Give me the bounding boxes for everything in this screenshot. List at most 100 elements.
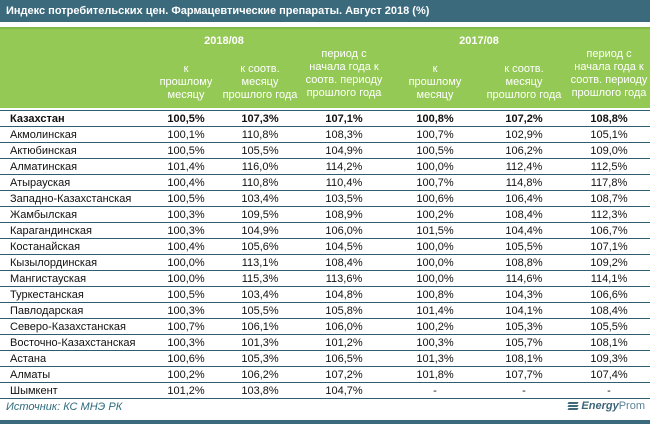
value-2017-to-same-month: - <box>480 382 568 399</box>
value-2017-to-same-month: 114,8% <box>480 174 568 191</box>
region-name: Кызылординская <box>0 254 150 271</box>
value-2018-period: 114,2% <box>298 158 390 175</box>
value-2017-period: 105,5% <box>568 318 650 335</box>
table-row: Мангистауская 100,0% 115,3% 113,6% 100,0… <box>0 270 650 287</box>
value-2018-to-prev-month: 100,3% <box>150 222 222 239</box>
value-2017-period: 112,5% <box>568 158 650 175</box>
table-body: Казахстан 100,5% 107,3% 107,1% 100,8% 10… <box>0 110 650 399</box>
value-2017-to-same-month: 102,9% <box>480 126 568 143</box>
column-header-to-prev-month-2017: к прошлому месяцу <box>408 63 462 101</box>
value-2017-to-prev-month: 100,5% <box>390 142 480 159</box>
value-2018-to-prev-month: 100,1% <box>150 126 222 143</box>
value-2018-to-prev-month: 100,7% <box>150 318 222 335</box>
value-2018-to-same-month: 110,8% <box>222 174 298 191</box>
value-2017-period: 106,6% <box>568 286 650 303</box>
region-name: Алматы <box>0 366 150 383</box>
value-2018-to-same-month: 105,6% <box>222 238 298 255</box>
value-2018-to-same-month: 103,4% <box>222 286 298 303</box>
table-row: Алматинская 101,4% 116,0% 114,2% 100,0% … <box>0 158 650 175</box>
logo-text-prom: Prom <box>618 400 645 412</box>
table-row: Карагандинская 100,3% 104,9% 106,0% 101,… <box>0 222 650 239</box>
value-2018-to-prev-month: 100,0% <box>150 254 222 271</box>
value-2018-period: 104,5% <box>298 238 390 255</box>
column-header-to-prev-month-2018: к прошлому месяцу <box>159 63 213 101</box>
page-title: Индекс потребительских цен. Фармацевтиче… <box>0 0 650 22</box>
value-2017-to-prev-month: 100,2% <box>390 206 480 223</box>
region-name: Акмолинская <box>0 126 150 143</box>
value-2017-to-prev-month: 100,3% <box>390 334 480 351</box>
column-header-period-2017: период с начала года к соотв. периоду пр… <box>570 47 648 99</box>
value-2017-to-same-month: 107,2% <box>480 110 568 127</box>
column-group-2018-08: 2018/08 <box>204 34 244 47</box>
value-2018-to-same-month: 109,5% <box>222 206 298 223</box>
table-row: Северо-Казахстанская 100,7% 106,1% 106,0… <box>0 318 650 335</box>
value-2017-to-prev-month: 100,0% <box>390 254 480 271</box>
value-2017-period: 106,7% <box>568 222 650 239</box>
value-2018-to-same-month: 104,9% <box>222 222 298 239</box>
table-row: Шымкент 101,2% 103,8% 104,7% - - - <box>0 382 650 399</box>
table-row: Восточно-Казахстанская 100,3% 101,3% 101… <box>0 334 650 351</box>
value-2018-to-prev-month: 101,2% <box>150 382 222 399</box>
value-2018-to-same-month: 106,1% <box>222 318 298 335</box>
region-name: Западно-Казахстанская <box>0 190 150 207</box>
value-2018-to-same-month: 113,1% <box>222 254 298 271</box>
table-row: Кызылординская 100,0% 113,1% 108,4% 100,… <box>0 254 650 271</box>
value-2017-to-same-month: 104,4% <box>480 222 568 239</box>
table-row: Западно-Казахстанская 100,5% 103,4% 103,… <box>0 190 650 207</box>
region-name: Восточно-Казахстанская <box>0 334 150 351</box>
value-2018-period: 110,4% <box>298 174 390 191</box>
value-2018-to-same-month: 107,3% <box>222 110 298 127</box>
energyprom-logo-icon <box>567 402 579 410</box>
source-note: Источник: КС МНЭ РК <box>6 401 123 413</box>
value-2017-period: 108,1% <box>568 334 650 351</box>
value-2017-to-prev-month: 100,8% <box>390 286 480 303</box>
value-2018-period: 107,1% <box>298 110 390 127</box>
table-row: Актюбинская 100,5% 105,5% 104,9% 100,5% … <box>0 142 650 159</box>
table-row: Казахстан 100,5% 107,3% 107,1% 100,8% 10… <box>0 110 650 127</box>
region-name: Шымкент <box>0 382 150 399</box>
table-row: Туркестанская 100,5% 103,4% 104,8% 100,8… <box>0 286 650 303</box>
region-name: Северо-Казахстанская <box>0 318 150 335</box>
value-2017-period: 108,7% <box>568 190 650 207</box>
table-row: Акмолинская 100,1% 110,8% 108,3% 100,7% … <box>0 126 650 143</box>
value-2017-to-prev-month: 101,3% <box>390 350 480 367</box>
table-row: Павлодарская 100,3% 105,5% 105,8% 101,4%… <box>0 302 650 319</box>
column-header-to-same-month-2018: к соотв. месяцу прошлого года <box>222 63 298 101</box>
value-2018-to-prev-month: 100,5% <box>150 142 222 159</box>
value-2017-to-prev-month: 100,0% <box>390 158 480 175</box>
value-2017-to-prev-month: 101,5% <box>390 222 480 239</box>
value-2017-to-same-month: 107,7% <box>480 366 568 383</box>
region-name: Алматинская <box>0 158 150 175</box>
table-header: 2018/08 2017/08 период с начала года к с… <box>0 27 650 108</box>
value-2018-to-prev-month: 100,3% <box>150 206 222 223</box>
value-2018-to-prev-month: 100,5% <box>150 110 222 127</box>
column-group-2017-08: 2017/08 <box>459 34 499 47</box>
value-2017-period: 108,4% <box>568 302 650 319</box>
region-name: Актюбинская <box>0 142 150 159</box>
value-2018-to-same-month: 105,5% <box>222 302 298 319</box>
value-2018-period: 106,0% <box>298 222 390 239</box>
value-2018-to-prev-month: 100,3% <box>150 334 222 351</box>
value-2017-period: 108,8% <box>568 110 650 127</box>
value-2018-to-prev-month: 100,0% <box>150 270 222 287</box>
value-2017-to-same-month: 105,5% <box>480 238 568 255</box>
column-header-to-same-month-2017: к соотв. месяцу прошлого года <box>486 63 562 101</box>
value-2018-to-same-month: 103,8% <box>222 382 298 399</box>
value-2018-period: 106,0% <box>298 318 390 335</box>
region-name: Мангистауская <box>0 270 150 287</box>
value-2018-to-prev-month: 100,6% <box>150 350 222 367</box>
value-2017-period: 109,0% <box>568 142 650 159</box>
value-2017-period: 105,1% <box>568 126 650 143</box>
value-2018-to-prev-month: 100,3% <box>150 302 222 319</box>
value-2017-period: 107,1% <box>568 238 650 255</box>
region-name: Казахстан <box>0 110 150 127</box>
value-2017-to-same-month: 112,4% <box>480 158 568 175</box>
value-2017-period: 109,3% <box>568 350 650 367</box>
bottom-divider <box>0 420 650 424</box>
value-2018-period: 113,6% <box>298 270 390 287</box>
value-2018-to-same-month: 110,8% <box>222 126 298 143</box>
value-2018-to-prev-month: 101,4% <box>150 158 222 175</box>
value-2018-period: 101,2% <box>298 334 390 351</box>
table-row: Костанайская 100,4% 105,6% 104,5% 100,0%… <box>0 238 650 255</box>
value-2018-period: 108,4% <box>298 254 390 271</box>
